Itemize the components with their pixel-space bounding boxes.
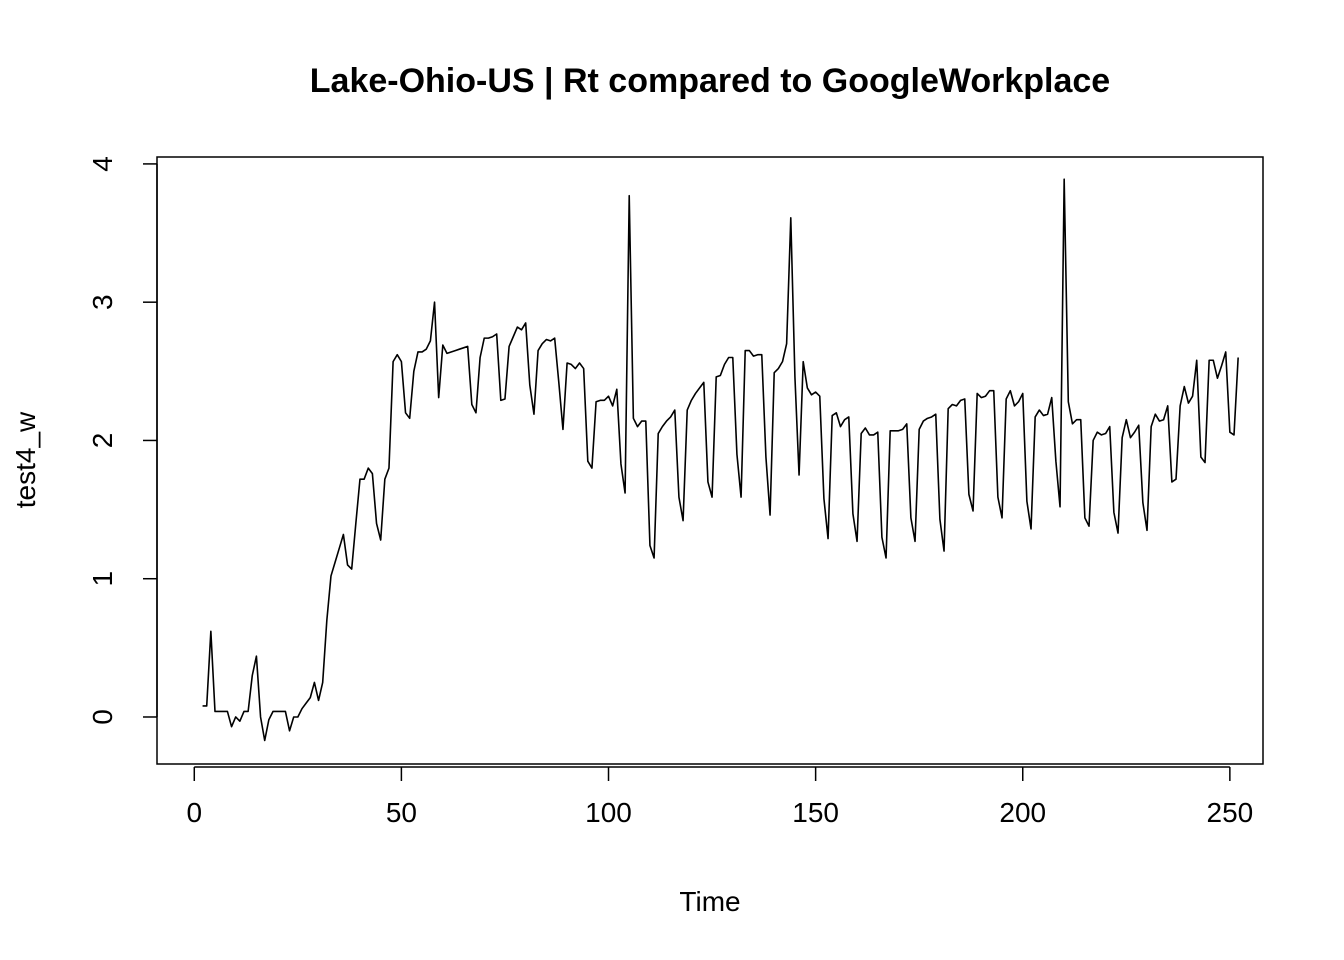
y-tick-label: 2 bbox=[87, 433, 118, 449]
y-tick-label: 1 bbox=[87, 571, 118, 587]
x-axis-label: Time bbox=[679, 886, 740, 917]
y-tick-label: 0 bbox=[87, 709, 118, 725]
x-tick-label: 250 bbox=[1207, 797, 1254, 828]
chart-title: Lake-Ohio-US | Rt compared to GoogleWork… bbox=[310, 62, 1110, 100]
y-tick-label: 3 bbox=[87, 294, 118, 310]
x-axis: 0 50 100 150 200 250 bbox=[186, 766, 1254, 828]
series-line bbox=[202, 178, 1239, 742]
x-tick-label: 50 bbox=[386, 797, 417, 828]
y-axis: 0 1 2 3 4 bbox=[87, 156, 158, 725]
x-tick-label: 100 bbox=[585, 797, 632, 828]
y-axis-label: test4_w bbox=[10, 411, 41, 508]
x-tick-label: 0 bbox=[186, 797, 202, 828]
y-tick-label: 4 bbox=[87, 156, 118, 172]
x-tick-label: 150 bbox=[792, 797, 839, 828]
x-tick-label: 200 bbox=[999, 797, 1046, 828]
series-layer bbox=[202, 178, 1239, 742]
